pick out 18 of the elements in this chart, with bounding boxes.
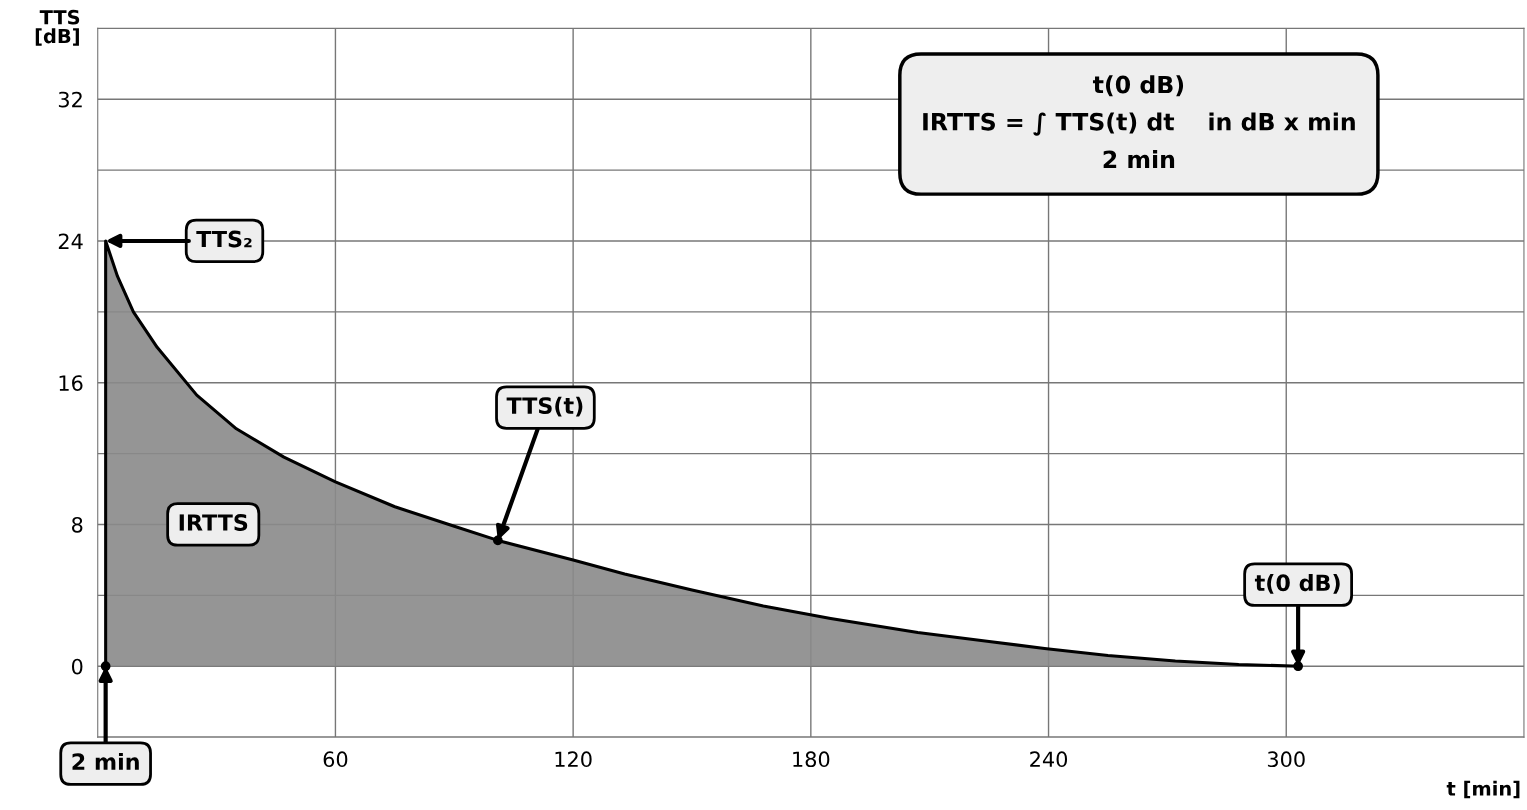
annotation: TTS₂	[196, 230, 252, 248]
y-tick-label: 8	[72, 516, 83, 533]
y-tick-label: 16	[59, 375, 83, 391]
annotation: t(0 dB)	[1254, 573, 1340, 594]
annotation: t(0 dB) IRTTS = ∫ TTS(t) dt in dB x min 2 min	[923, 75, 1355, 168]
annotation: IRTTS	[179, 514, 248, 531]
x-tick-label: 120	[555, 751, 592, 768]
y-tick-label: 0	[71, 658, 83, 675]
x-tick-label: 180	[793, 751, 830, 768]
x-tick-label: 300	[1267, 751, 1305, 768]
y-tick-label: 32	[58, 91, 82, 108]
x-tick-label: 240	[1030, 751, 1068, 768]
y-tick-label: 24	[58, 233, 83, 249]
annotation: TTS(t)	[506, 396, 583, 417]
x-axis-title: t [min]	[1446, 780, 1520, 799]
x-tick-label: 60	[323, 751, 348, 768]
annotation: 2 min	[72, 752, 139, 770]
y-axis-title: TTS [dB]	[35, 9, 80, 46]
